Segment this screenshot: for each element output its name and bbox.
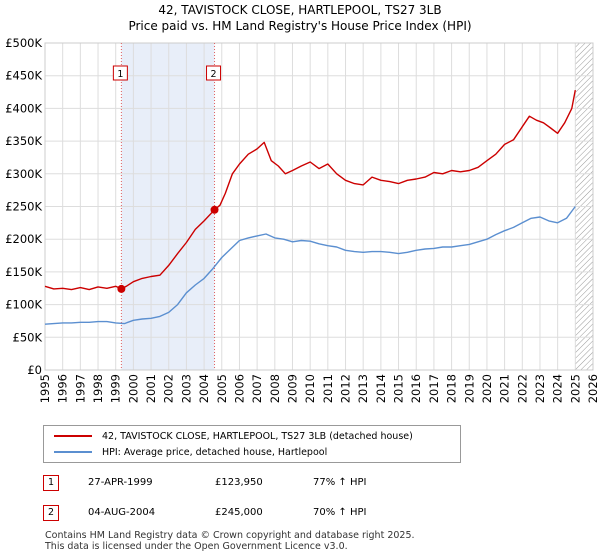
sale-badge: 2 — [43, 505, 59, 521]
x-tick-label: 2020 — [480, 374, 494, 403]
legend-label-hpi: HPI: Average price, detached house, Hart… — [102, 446, 328, 458]
x-tick-label: 1998 — [91, 374, 105, 403]
x-tick-label: 2009 — [285, 374, 299, 403]
sale-number-box — [112, 65, 128, 81]
legend-item-property: 42, TAVISTOCK CLOSE, HARTLEPOOL, TS27 3L… — [54, 429, 413, 443]
x-tick-label: 2023 — [533, 374, 547, 403]
series-line-hpi — [44, 206, 576, 325]
series-line-property — [44, 89, 576, 291]
footer: Contains HM Land Registry data © Crown c… — [45, 530, 415, 552]
footer-line-2: This data is licensed under the Open Gov… — [45, 541, 348, 552]
y-tick-label: £0 — [27, 363, 42, 377]
sale-row: 2 04-AUG-2004 £245,000 70% ↑ HPI — [43, 505, 463, 523]
x-tick-label: 1997 — [73, 374, 87, 403]
sale-number-label: 1 — [117, 69, 123, 80]
sale-price: £245,000 — [215, 507, 263, 518]
chart-title: 42, TAVISTOCK CLOSE, HARTLEPOOL, TS27 3L… — [158, 3, 442, 17]
x-tick-label: 2004 — [197, 374, 211, 403]
x-tick-label: 2019 — [462, 374, 476, 403]
x-tick-label: 2026 — [586, 374, 600, 403]
x-tick-label: 2024 — [551, 374, 565, 403]
legend-item-hpi: HPI: Average price, detached house, Hart… — [54, 445, 327, 459]
chart-subtitle: Price paid vs. HM Land Registry's House … — [128, 19, 472, 33]
footer-line-1: Contains HM Land Registry data © Crown c… — [45, 530, 415, 541]
y-tick-label: £150K — [5, 265, 42, 279]
legend-swatch-blue — [54, 451, 92, 453]
sale-point — [210, 205, 219, 214]
y-tick-label: £250K — [5, 200, 42, 214]
y-tick-label: £350K — [5, 134, 42, 148]
x-tick-label: 1996 — [56, 374, 70, 403]
x-tick-label: 2014 — [374, 374, 388, 403]
sale-number-box — [206, 65, 222, 81]
x-tick-label: 2011 — [321, 374, 335, 403]
x-tick-label: 2003 — [179, 374, 193, 403]
x-tick-label: 2007 — [250, 374, 264, 403]
y-tick-label: £500K — [5, 36, 42, 50]
x-tick-label: 2001 — [144, 374, 158, 403]
sale-price: £123,950 — [215, 477, 263, 488]
sale-hpi-change: 77% ↑ HPI — [313, 477, 367, 488]
x-tick-label: 2015 — [392, 374, 406, 403]
sale-badge: 1 — [43, 475, 59, 491]
x-tick-label: 2017 — [427, 374, 441, 403]
y-tick-label: £200K — [5, 232, 42, 246]
x-tick-label: 1995 — [38, 374, 52, 403]
x-tick-label: 2006 — [232, 374, 246, 403]
x-tick-label: 2008 — [268, 374, 282, 403]
y-tick-label: £400K — [5, 101, 42, 115]
sale-number-label: 2 — [211, 69, 217, 80]
plot-border — [44, 42, 594, 371]
sale-hpi-change: 70% ↑ HPI — [313, 507, 367, 518]
x-tick-label: 2005 — [215, 374, 229, 403]
x-tick-label: 2002 — [162, 374, 176, 403]
x-tick-label: 1999 — [109, 374, 123, 403]
y-tick-label: £100K — [5, 298, 42, 312]
sale-date: 27-APR-1999 — [88, 477, 153, 488]
price-chart: £0 £50K £100K £150K £200K £250K £300K £350K £400… — [5, 36, 600, 403]
x-tick-label: 2000 — [126, 374, 140, 403]
sale-row: 1 27-APR-1999 £123,950 77% ↑ HPI — [43, 475, 463, 493]
x-tick-label: 2022 — [515, 374, 529, 403]
x-tick-label: 2021 — [498, 374, 512, 403]
x-tick-label: 2025 — [568, 374, 582, 403]
y-tick-label: £450K — [5, 69, 42, 83]
x-tick-label: 2018 — [445, 374, 459, 403]
x-tick-label: 2016 — [409, 374, 423, 403]
legend: 42, TAVISTOCK CLOSE, HARTLEPOOL, TS27 3L… — [43, 425, 461, 463]
sale-point — [117, 284, 126, 293]
x-tick-label: 2010 — [303, 374, 317, 403]
x-tick-label: 2013 — [356, 374, 370, 403]
sale-date: 04-AUG-2004 — [88, 507, 156, 518]
legend-label-property: 42, TAVISTOCK CLOSE, HARTLEPOOL, TS27 3L… — [102, 430, 413, 442]
legend-swatch-red — [54, 435, 92, 437]
x-tick-label: 2012 — [339, 374, 353, 403]
y-tick-label: £50K — [13, 330, 43, 344]
y-tick-label: £300K — [5, 167, 42, 181]
